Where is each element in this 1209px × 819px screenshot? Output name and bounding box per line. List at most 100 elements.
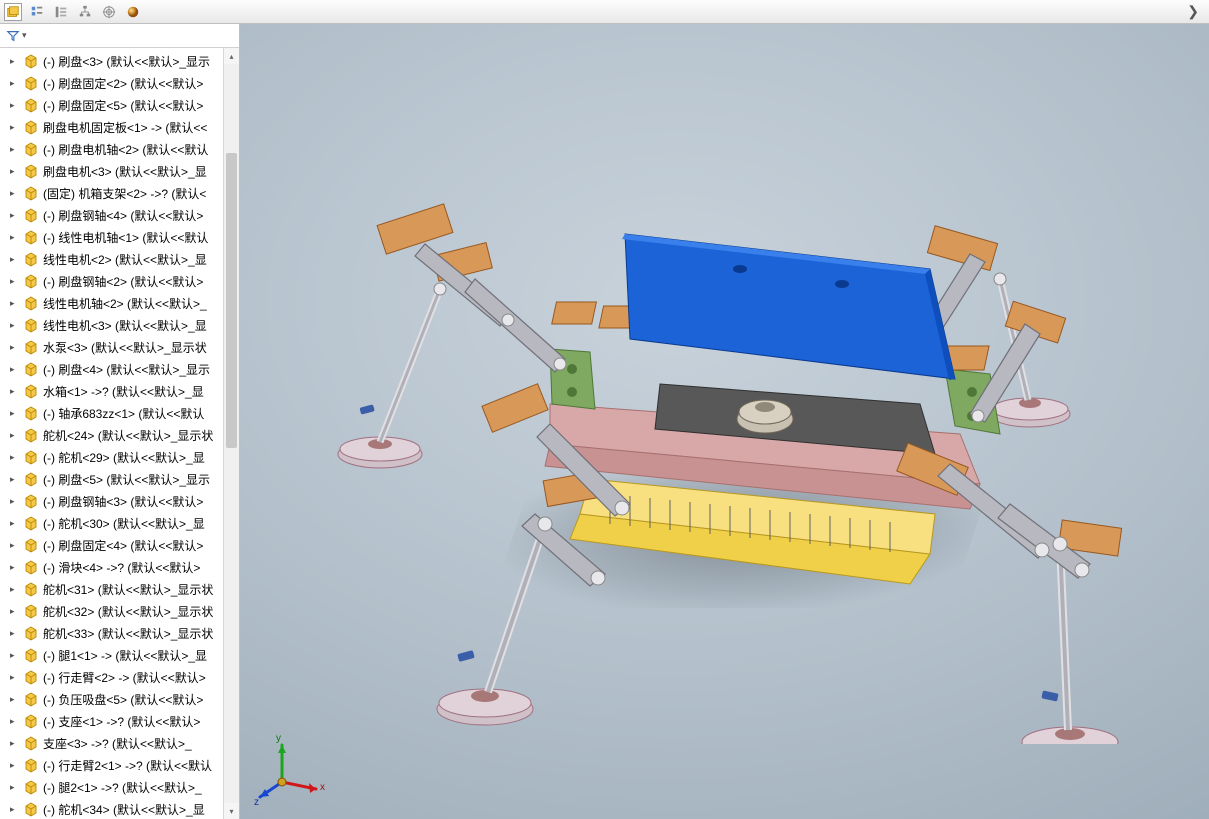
triad-z-label: z <box>254 797 259 807</box>
expand-caret-icon[interactable]: ▸ <box>10 320 20 331</box>
tree-item[interactable]: ▸(固定) 机箱支架<2> ->? (默认< <box>0 182 239 204</box>
feature-manager-tab-bar: ❯ <box>0 0 1209 24</box>
expand-caret-icon[interactable]: ▸ <box>10 474 20 485</box>
tree-item[interactable]: ▸(-) 刷盘<5> (默认<<默认>_显示 <box>0 468 239 490</box>
tree-item[interactable]: ▸(-) 行走臂<2> -> (默认<<默认> <box>0 666 239 688</box>
part-icon <box>23 405 39 421</box>
expand-caret-icon[interactable]: ▸ <box>10 804 20 815</box>
scrollbar-thumb[interactable] <box>226 153 237 449</box>
tree-item[interactable]: ▸(-) 线性电机轴<1> (默认<<默认 <box>0 226 239 248</box>
tree-scrollbar[interactable]: ▴ ▾ <box>223 48 239 819</box>
tab-dimxpert[interactable] <box>100 3 118 21</box>
tree-item[interactable]: ▸水箱<1> ->? (默认<<默认>_显 <box>0 380 239 402</box>
expand-caret-icon[interactable]: ▸ <box>10 760 20 771</box>
tree-item[interactable]: ▸(-) 腿2<1> ->? (默认<<默认>_ <box>0 776 239 798</box>
scrollbar-up-button[interactable]: ▴ <box>224 48 239 64</box>
expand-caret-icon[interactable]: ▸ <box>10 78 20 89</box>
expand-caret-icon[interactable]: ▸ <box>10 562 20 573</box>
expand-caret-icon[interactable]: ▸ <box>10 738 20 749</box>
expand-caret-icon[interactable]: ▸ <box>10 188 20 199</box>
tree-item[interactable]: ▸(-) 滑块<4> ->? (默认<<默认> <box>0 556 239 578</box>
tab-appearance[interactable] <box>124 3 142 21</box>
scrollbar-track[interactable] <box>224 64 239 803</box>
tree-item[interactable]: ▸线性电机<3> (默认<<默认>_显 <box>0 314 239 336</box>
expand-caret-icon[interactable]: ▸ <box>10 144 20 155</box>
tree-item[interactable]: ▸(-) 刷盘钢轴<4> (默认<<默认> <box>0 204 239 226</box>
tree-item[interactable]: ▸(-) 刷盘电机轴<2> (默认<<默认 <box>0 138 239 160</box>
scrollbar-down-button[interactable]: ▾ <box>224 803 239 819</box>
tree-item[interactable]: ▸线性电机轴<2> (默认<<默认>_ <box>0 292 239 314</box>
suction-foot-back-left <box>437 524 545 725</box>
expand-caret-icon[interactable]: ▸ <box>10 386 20 397</box>
expand-caret-icon[interactable]: ▸ <box>10 122 20 133</box>
tree-filter-row[interactable]: ▾ <box>0 24 239 48</box>
tree-item[interactable]: ▸(-) 舵机<29> (默认<<默认>_显 <box>0 446 239 468</box>
expand-caret-icon[interactable]: ▸ <box>10 606 20 617</box>
tabs-overflow-chevron[interactable]: ❯ <box>1187 3 1199 20</box>
tab-assembly[interactable] <box>4 3 22 21</box>
expand-caret-icon[interactable]: ▸ <box>10 672 20 683</box>
tree-item[interactable]: ▸(-) 负压吸盘<5> (默认<<默认> <box>0 688 239 710</box>
expand-caret-icon[interactable]: ▸ <box>10 694 20 705</box>
expand-caret-icon[interactable]: ▸ <box>10 430 20 441</box>
expand-caret-icon[interactable]: ▸ <box>10 342 20 353</box>
expand-caret-icon[interactable]: ▸ <box>10 56 20 67</box>
tree-item[interactable]: ▸ 舵机<32> (默认<<默认>_显示状 <box>0 600 239 622</box>
tree-item[interactable]: ▸(-) 刷盘<3> (默认<<默认>_显示 <box>0 50 239 72</box>
tree-item[interactable]: ▸(-) 刷盘<4> (默认<<默认>_显示 <box>0 358 239 380</box>
expand-caret-icon[interactable]: ▸ <box>10 628 20 639</box>
assembly-model[interactable] <box>290 144 1140 744</box>
feature-tree[interactable]: ▸(-) 刷盘<3> (默认<<默认>_显示▸(-) 刷盘固定<2> (默认<<… <box>0 48 239 819</box>
part-icon <box>23 537 39 553</box>
tree-item-label: 舵机<32> (默认<<默认>_显示状 <box>43 603 213 620</box>
expand-caret-icon[interactable]: ▸ <box>10 716 20 727</box>
part-icon <box>23 295 39 311</box>
tree-item-label: 支座<3> ->? (默认<<默认>_ <box>43 735 192 752</box>
tree-item[interactable]: ▸(-) 刷盘固定<4> (默认<<默认> <box>0 534 239 556</box>
expand-caret-icon[interactable]: ▸ <box>10 518 20 529</box>
expand-caret-icon[interactable]: ▸ <box>10 540 20 551</box>
tab-hierarchy[interactable] <box>76 3 94 21</box>
tree-item[interactable]: ▸(-) 舵机<34> (默认<<默认>_显 <box>0 798 239 819</box>
tree-item[interactable]: ▸ 支座<3> ->? (默认<<默认>_ <box>0 732 239 754</box>
tree-item[interactable]: ▸刷盘电机<3> (默认<<默认>_显 <box>0 160 239 182</box>
tree-item[interactable]: ▸(-) 刷盘固定<2> (默认<<默认> <box>0 72 239 94</box>
tree-item[interactable]: ▸线性电机<2> (默认<<默认>_显 <box>0 248 239 270</box>
expand-caret-icon[interactable]: ▸ <box>10 100 20 111</box>
tree-item[interactable]: ▸水泵<3> (默认<<默认>_显示状 <box>0 336 239 358</box>
tree-item[interactable]: ▸(-) 轴承683zz<1> (默认<<默认 <box>0 402 239 424</box>
expand-caret-icon[interactable]: ▸ <box>10 452 20 463</box>
part-icon <box>23 625 39 641</box>
part-icon <box>23 515 39 531</box>
expand-caret-icon[interactable]: ▸ <box>10 210 20 221</box>
tab-configuration[interactable] <box>28 3 46 21</box>
expand-caret-icon[interactable]: ▸ <box>10 254 20 265</box>
tree-item[interactable]: ▸(-) 行走臂2<1> ->? (默认<<默认 <box>0 754 239 776</box>
expand-caret-icon[interactable]: ▸ <box>10 298 20 309</box>
tree-item[interactable]: ▸(-) 刷盘钢轴<3> (默认<<默认> <box>0 490 239 512</box>
tree-item[interactable]: ▸(-) 支座<1> ->? (默认<<默认> <box>0 710 239 732</box>
tree-item[interactable]: ▸(-) 舵机<30> (默认<<默认>_显 <box>0 512 239 534</box>
expand-caret-icon[interactable]: ▸ <box>10 496 20 507</box>
tree-item[interactable]: ▸舵机<33> (默认<<默认>_显示状 <box>0 622 239 644</box>
expand-caret-icon[interactable]: ▸ <box>10 584 20 595</box>
tree-item[interactable]: ▸舵机<31> (默认<<默认>_显示状 <box>0 578 239 600</box>
tree-item-label: 舵机<24> (默认<<默认>_显示状 <box>43 427 213 444</box>
expand-caret-icon[interactable]: ▸ <box>10 782 20 793</box>
tree-item[interactable]: ▸(-) 腿1<1> -> (默认<<默认>_显 <box>0 644 239 666</box>
triad-x-label: x <box>320 782 325 793</box>
expand-caret-icon[interactable]: ▸ <box>10 276 20 287</box>
tree-item[interactable]: ▸ (-) 刷盘固定<5> (默认<<默认> <box>0 94 239 116</box>
tree-item[interactable]: ▸刷盘电机固定板<1> -> (默认<< <box>0 116 239 138</box>
expand-caret-icon[interactable]: ▸ <box>10 408 20 419</box>
coordinate-triad[interactable]: x y z <box>254 727 334 807</box>
tab-property[interactable] <box>52 3 70 21</box>
expand-caret-icon[interactable]: ▸ <box>10 364 20 375</box>
expand-caret-icon[interactable]: ▸ <box>10 232 20 243</box>
tree-item-label: (-) 刷盘固定<5> (默认<<默认> <box>43 97 203 114</box>
tree-item[interactable]: ▸(-) 刷盘钢轴<2> (默认<<默认> <box>0 270 239 292</box>
expand-caret-icon[interactable]: ▸ <box>10 166 20 177</box>
tree-item[interactable]: ▸ 舵机<24> (默认<<默认>_显示状 <box>0 424 239 446</box>
graphics-viewport[interactable]: x y z <box>240 24 1209 819</box>
expand-caret-icon[interactable]: ▸ <box>10 650 20 661</box>
